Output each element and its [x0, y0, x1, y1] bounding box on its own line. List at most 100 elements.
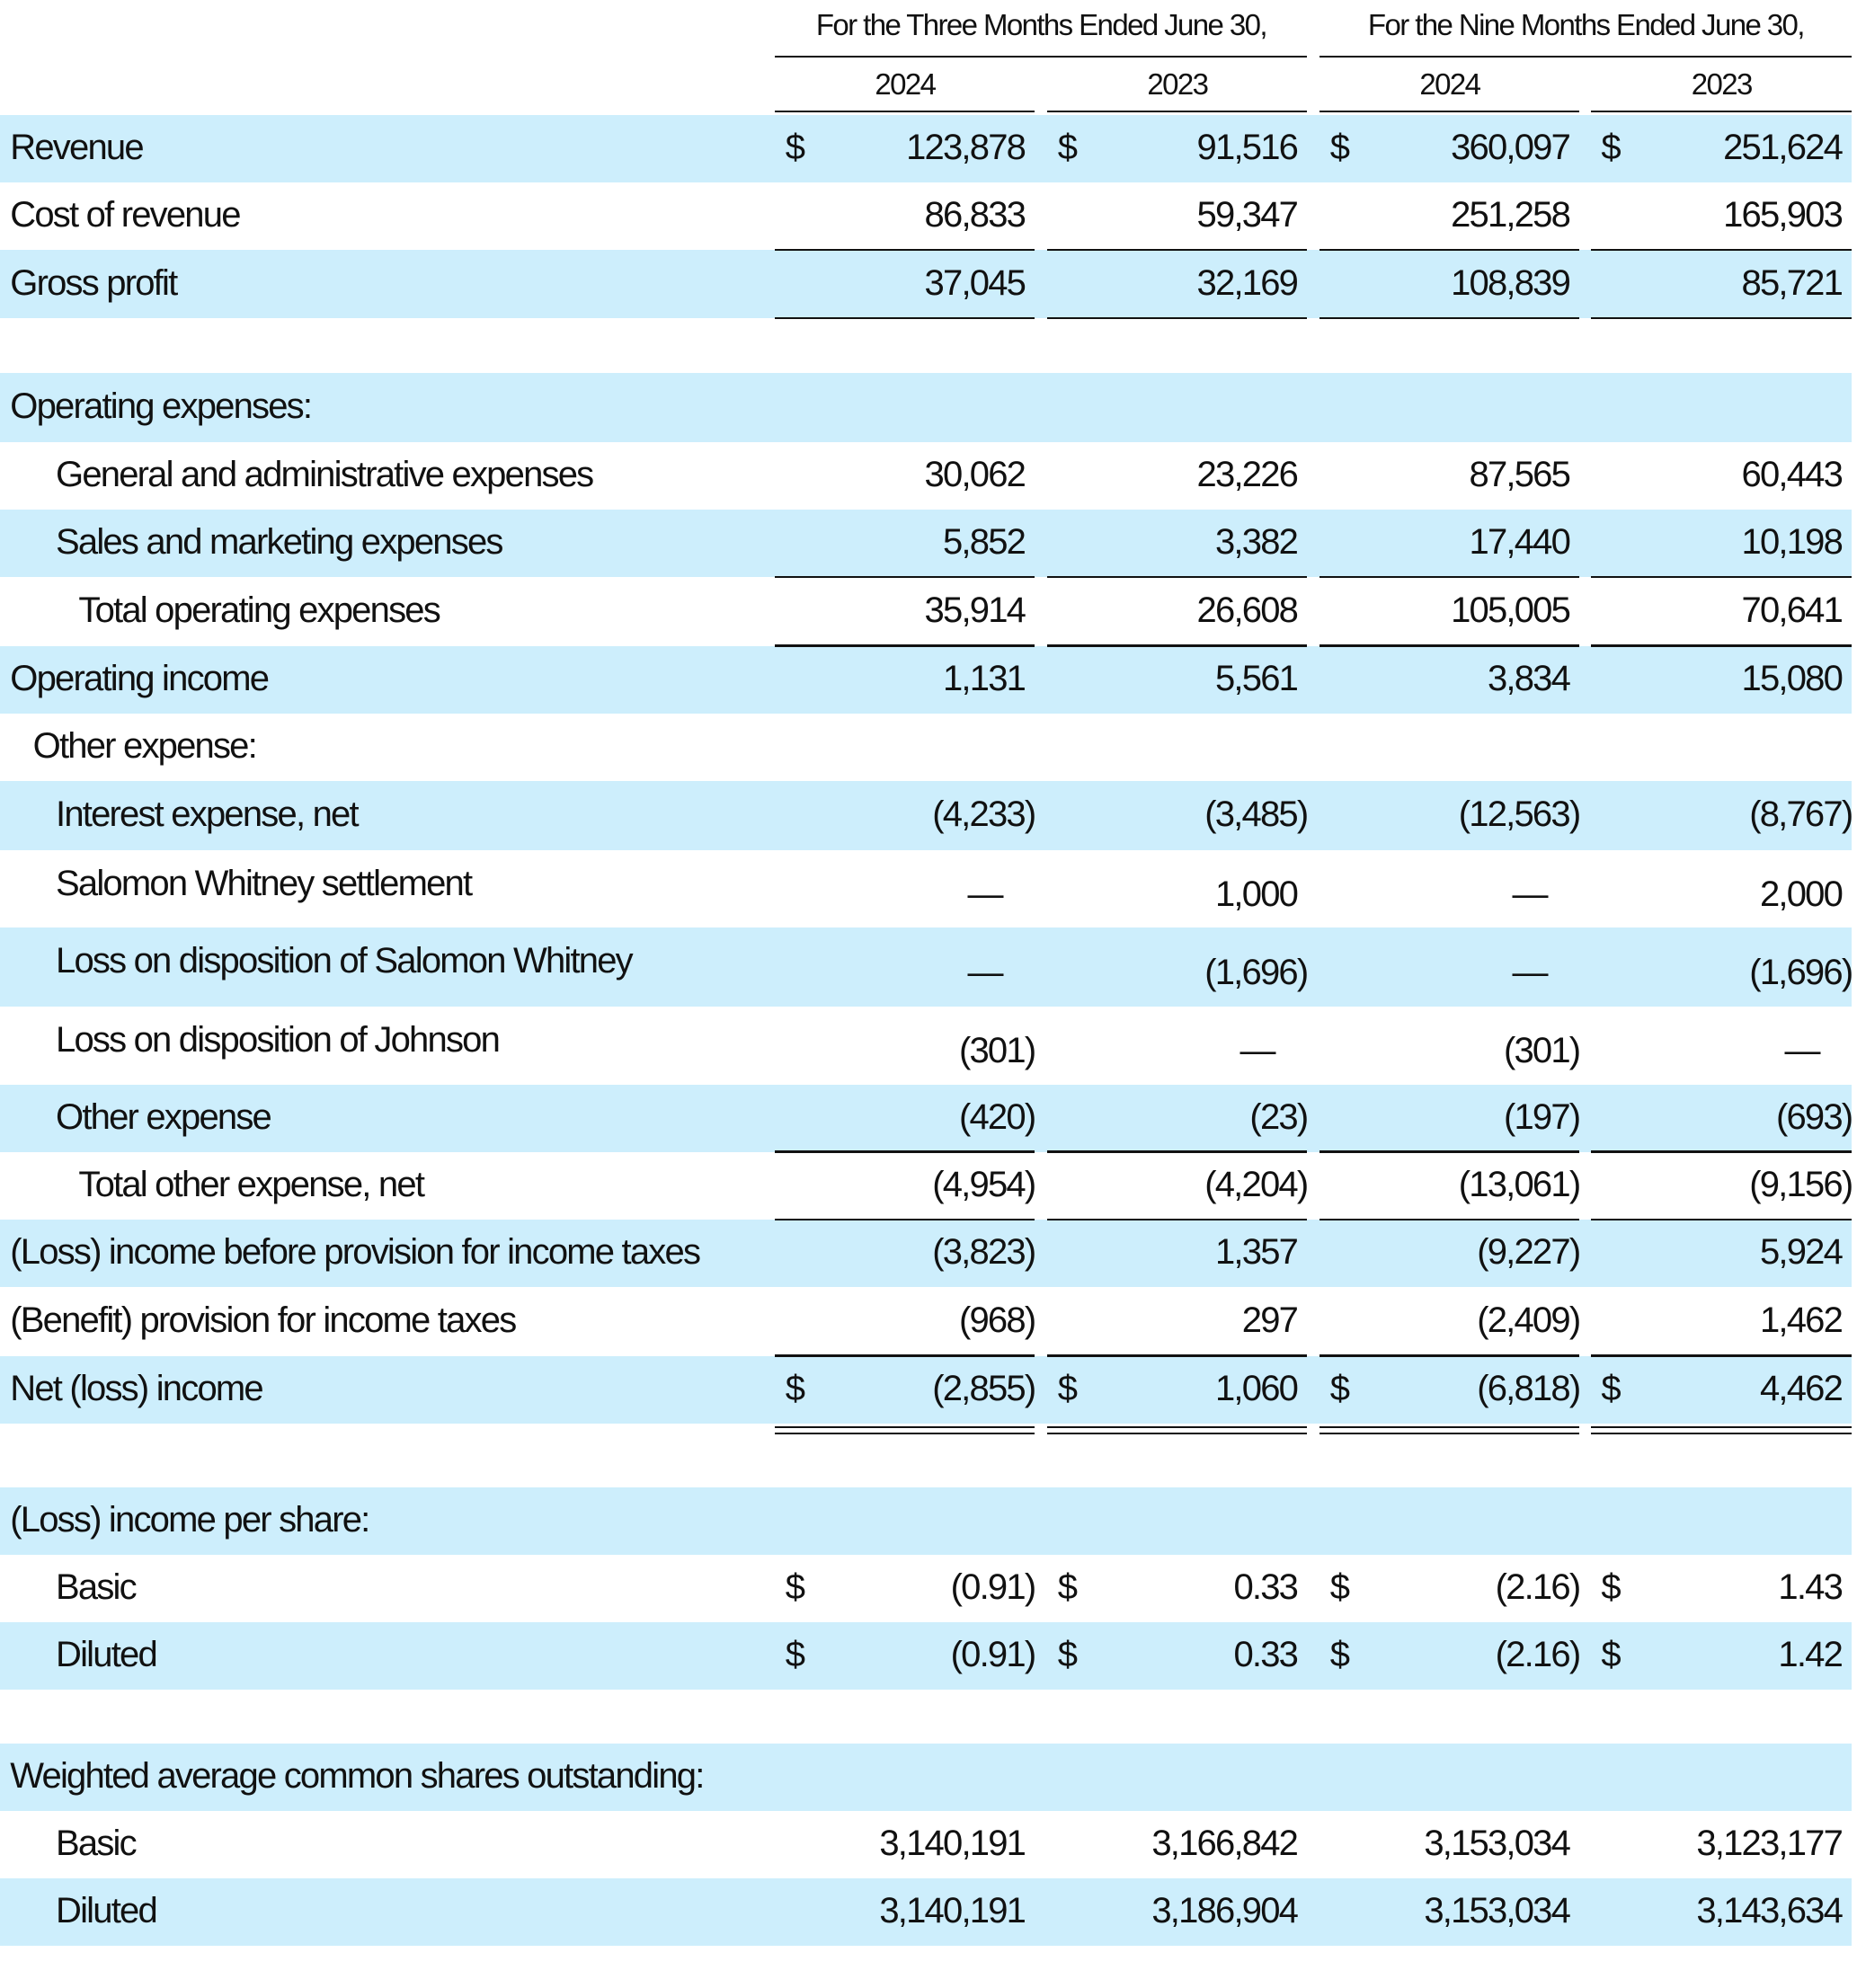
- cell-value: (1,696): [1749, 953, 1853, 993]
- cell-value: 297: [1241, 1300, 1299, 1341]
- row-shading: [0, 114, 1853, 182]
- cell-value: (2.16): [1495, 1567, 1582, 1608]
- cell-value: 85,721: [1741, 262, 1844, 303]
- cell-value: —: [967, 953, 1004, 993]
- cell-rule: [1591, 317, 1853, 320]
- row-label: Total operating expenses: [78, 590, 440, 631]
- currency-symbol: $: [1601, 1567, 1621, 1608]
- row-label: Basic: [56, 1824, 138, 1864]
- cell-rule: [1047, 1218, 1308, 1220]
- currency-symbol: $: [1601, 127, 1621, 167]
- cell-value: —: [1512, 874, 1549, 914]
- cell-rule: [1047, 317, 1308, 320]
- cell-value: 10,198: [1741, 522, 1844, 563]
- cell-rule: [1319, 644, 1580, 647]
- row-shading: [0, 373, 1853, 443]
- cell-value: 3,166,842: [1151, 1824, 1299, 1864]
- row-shading: [0, 927, 1853, 1007]
- currency-symbol: $: [1057, 1369, 1078, 1408]
- row-label: (Benefit) provision for income taxes: [10, 1300, 517, 1341]
- cell-value: 3,140,191: [879, 1824, 1026, 1864]
- cell-value: (301): [1503, 1031, 1581, 1071]
- currency-symbol: $: [1601, 1635, 1621, 1675]
- cell-rule: [775, 575, 1035, 579]
- currency-symbol: $: [785, 1635, 805, 1675]
- header-rule: [1047, 111, 1308, 113]
- cell-rule: [775, 248, 1035, 251]
- row-shading: [0, 1487, 1853, 1555]
- cell-rule: [1591, 1432, 1853, 1435]
- cell-value: 26,608: [1196, 590, 1299, 631]
- cell-rule: [1319, 1354, 1580, 1357]
- cell-rule: [1319, 1218, 1580, 1220]
- cell-value: 165,903: [1723, 195, 1844, 235]
- cell-rule: [775, 1218, 1035, 1220]
- header-rule: [1319, 56, 1853, 58]
- cell-value: (420): [958, 1096, 1036, 1137]
- cell-value: (9,227): [1477, 1232, 1581, 1273]
- row-shading: [0, 1084, 1853, 1152]
- cell-rule: [775, 1425, 1035, 1429]
- row-label: Diluted: [56, 1635, 158, 1675]
- cell-rule: [1047, 1150, 1308, 1153]
- row-label: Weighted average common shares outstandi…: [10, 1756, 705, 1797]
- cell-value: —: [1784, 1031, 1821, 1071]
- cell-value: (197): [1503, 1096, 1581, 1137]
- cell-value: 59,347: [1196, 195, 1299, 235]
- year-header: 2024: [875, 67, 937, 101]
- cell-value: (23): [1249, 1096, 1309, 1137]
- cell-value: (693): [1775, 1096, 1853, 1137]
- cell-value: 70,641: [1741, 590, 1844, 631]
- cell-value: 3,143,634: [1696, 1891, 1844, 1931]
- cell-value: (13,061): [1458, 1165, 1581, 1205]
- cell-value: (301): [958, 1031, 1036, 1071]
- cell-value: 37,045: [924, 262, 1026, 303]
- row-label: Revenue: [10, 127, 144, 167]
- cell-value: (1,696): [1204, 953, 1309, 993]
- cell-value: 86,833: [924, 195, 1026, 235]
- row-label: (Loss) income before provision for incom…: [10, 1232, 701, 1273]
- cell-value: 3,186,904: [1151, 1891, 1299, 1931]
- cell-value: (4,204): [1204, 1165, 1309, 1205]
- cell-value: 3,140,191: [879, 1891, 1026, 1931]
- header-rule: [775, 111, 1035, 113]
- cell-rule: [1591, 1354, 1853, 1357]
- cell-value: 1,060: [1214, 1369, 1299, 1408]
- cell-rule: [1047, 1354, 1308, 1357]
- cell-value: 32,169: [1196, 262, 1299, 303]
- column-group-header: For the Nine Months Ended June 30,: [1367, 8, 1806, 42]
- cell-value: 1.42: [1778, 1635, 1843, 1675]
- row-label: Cost of revenue: [10, 195, 241, 235]
- cell-rule: [1047, 248, 1308, 251]
- cell-rule: [1319, 248, 1580, 251]
- cell-value: (8,767): [1749, 794, 1853, 835]
- row-label: Net (loss) income: [10, 1369, 263, 1408]
- cell-rule: [1047, 644, 1308, 647]
- year-header: 2024: [1419, 67, 1481, 101]
- header-rule: [1319, 111, 1580, 113]
- cell-rule: [1047, 575, 1308, 579]
- cell-value: (12,563): [1458, 794, 1581, 835]
- cell-rule: [775, 1432, 1035, 1435]
- cell-value: 3,382: [1214, 522, 1299, 563]
- cell-value: (0.91): [950, 1635, 1037, 1675]
- row-label: Basic: [56, 1567, 138, 1608]
- currency-symbol: $: [1057, 127, 1078, 167]
- cell-value: 3,153,034: [1424, 1891, 1571, 1931]
- cell-rule: [1319, 1425, 1580, 1429]
- cell-value: (4,954): [932, 1165, 1036, 1205]
- row-label: Operating expenses:: [10, 386, 313, 427]
- row-label: Loss on disposition of Johnson: [56, 1020, 501, 1061]
- row-shading: [0, 1355, 1853, 1424]
- row-label: Interest expense, net: [56, 794, 360, 835]
- row-label: Salomon Whitney settlement: [56, 863, 473, 903]
- cell-value: 91,516: [1196, 127, 1299, 167]
- cell-value: 60,443: [1741, 455, 1844, 495]
- cell-value: 1.43: [1778, 1567, 1843, 1608]
- year-header: 2023: [1691, 67, 1754, 101]
- cell-value: 5,561: [1214, 659, 1299, 699]
- cell-rule: [1319, 575, 1580, 579]
- cell-rule: [1591, 1218, 1853, 1220]
- cell-value: 87,565: [1469, 455, 1571, 495]
